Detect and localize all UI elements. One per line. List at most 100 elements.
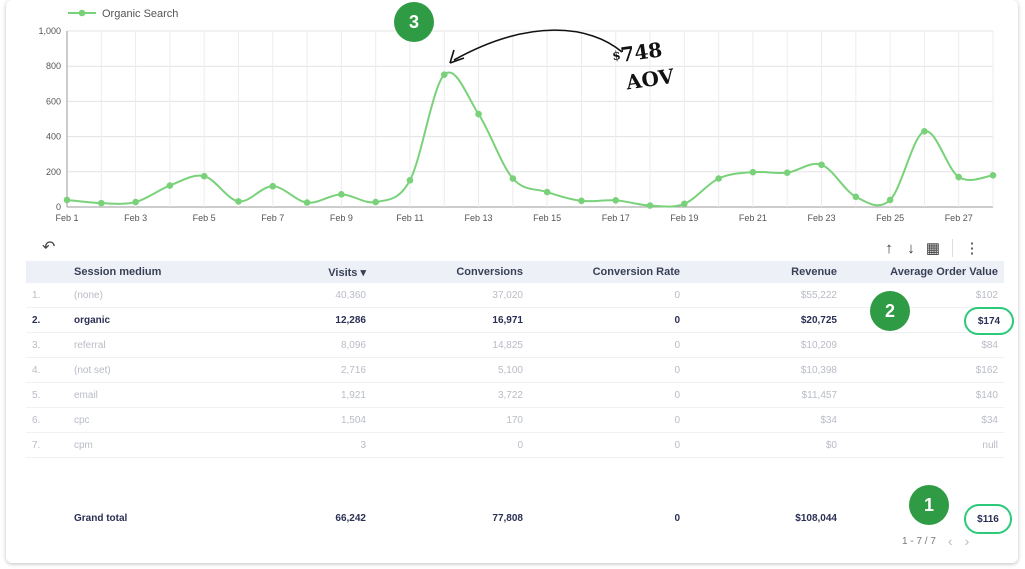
visits-cell: 3 (270, 432, 372, 458)
pagination: 1 - 7 / 7 ‹ › (902, 533, 969, 549)
series-line (66, 71, 994, 208)
highlighted-aov-organic: $174 (964, 307, 1014, 335)
session-medium-cell: (none) (68, 283, 270, 308)
x-tick-label: Feb 19 (670, 213, 698, 223)
conversions-cell: 16,971 (372, 307, 529, 333)
grand-total-visits: 66,242 (335, 512, 366, 524)
data-point (715, 175, 722, 182)
grand-total-conversions: 77,808 (492, 512, 523, 524)
table-row[interactable]: 2. organic 12,286 16,971 0 $20,725 (26, 307, 1004, 333)
previous-page-icon[interactable]: ‹ (947, 533, 953, 549)
x-tick-label: Feb 1 (55, 213, 78, 223)
data-point (338, 191, 345, 198)
grand-total-spacer (26, 507, 68, 529)
toolbar-divider (952, 239, 953, 257)
data-point (852, 193, 860, 201)
table-row[interactable]: 4. (not set) 2,716 5,100 0 $10,398 $162 (26, 357, 1004, 383)
next-page-icon[interactable]: › (964, 533, 970, 549)
x-tick-label: Feb 5 (193, 213, 216, 223)
row-index: 1. (26, 283, 68, 308)
visits-cell: 8,096 (270, 332, 372, 358)
aov-cell: $162 (843, 357, 1004, 383)
data-point (166, 182, 174, 189)
conversions-cell: 5,100 (372, 357, 529, 383)
table-row[interactable]: 1. (none) 40,360 37,020 0 $55,222 $102 (26, 283, 1004, 308)
data-point (440, 71, 448, 78)
x-tick-label: Feb 21 (739, 213, 767, 223)
table-row[interactable]: 7. cpm 3 0 0 $0 null (26, 432, 1004, 458)
data-point (406, 176, 414, 184)
x-tick-label: Feb 13 (465, 213, 493, 223)
column-header-session-medium[interactable]: Session medium (68, 261, 270, 283)
row-index: 2. (26, 307, 68, 333)
legend-marker (78, 9, 86, 17)
column-header-visits[interactable]: Visits ▾ (270, 261, 372, 283)
data-table: Session medium Visits ▾ Conversions Conv… (26, 261, 1004, 458)
data-point (235, 198, 242, 205)
data-point (578, 197, 585, 205)
column-header-revenue[interactable]: Revenue (686, 261, 843, 283)
y-tick-label: 400 (46, 132, 61, 142)
visits-cell: 12,286 (270, 307, 372, 333)
pagination-label: 1 - 7 / 7 (902, 535, 936, 547)
x-tick-label: Feb 25 (876, 213, 904, 223)
session-medium-cell: cpc (68, 407, 270, 433)
table-row[interactable]: 3. referral 8,096 14,825 0 $10,209 $84 (26, 332, 1004, 358)
data-point (818, 161, 825, 169)
column-header-conversions[interactable]: Conversions (372, 261, 529, 283)
column-header-conversion-rate[interactable]: Conversion Rate (529, 261, 686, 283)
sort-descending-icon[interactable]: ↓ (907, 239, 915, 257)
x-tick-label: Feb 23 (808, 213, 836, 223)
conversion-rate-cell: 0 (529, 407, 686, 433)
y-tick-label: 600 (46, 96, 61, 106)
table-header-row: Session medium Visits ▾ Conversions Conv… (26, 261, 1004, 283)
data-point (132, 198, 139, 206)
data-point (200, 172, 208, 180)
visits-cell: 2,716 (270, 357, 372, 383)
undo-icon[interactable]: ↶ (42, 239, 56, 256)
x-tick-label: Feb 3 (124, 213, 147, 223)
visits-cell: 40,360 (270, 283, 372, 308)
table-toolbar: ↑ ↓ ▦ ⋮ (878, 238, 983, 258)
conversions-cell: 3,722 (372, 382, 529, 408)
aov-cell: $84 (843, 332, 1004, 358)
data-point (783, 169, 791, 176)
data-point (921, 128, 928, 135)
revenue-cell: $10,209 (686, 332, 843, 358)
conversion-rate-cell: 0 (529, 432, 686, 458)
table-row[interactable]: 5. email 1,921 3,722 0 $11,457 $140 (26, 382, 1004, 408)
column-header-average-order-value[interactable]: Average Order Value (843, 261, 1004, 283)
x-tick-label: Feb 9 (330, 213, 353, 223)
session-medium-cell: (not set) (68, 357, 270, 383)
aov-cell: $140 (843, 382, 1004, 408)
index-header (26, 261, 68, 283)
row-index: 4. (26, 357, 68, 383)
row-index: 3. (26, 332, 68, 358)
visits-cell: 1,921 (270, 382, 372, 408)
legend-label: Organic Search (102, 8, 178, 20)
chart-icon[interactable]: ▦ (925, 240, 941, 257)
y-tick-label: 200 (46, 167, 61, 177)
conversion-rate-cell: 0 (529, 357, 686, 383)
x-tick-label: Feb 7 (261, 213, 284, 223)
data-point (681, 200, 688, 208)
more-options-icon[interactable]: ⋮ (964, 240, 980, 257)
data-point (303, 199, 311, 206)
session-medium-cell: email (68, 382, 270, 408)
conversions-cell: 170 (372, 407, 529, 433)
y-tick-label: 800 (46, 61, 61, 71)
grand-total-rate: 0 (674, 512, 680, 524)
x-tick-label: Feb 17 (602, 213, 630, 223)
data-point (372, 198, 379, 206)
grand-total-revenue: $108,044 (795, 512, 837, 524)
note-value: 748 (618, 37, 664, 67)
data-point (955, 173, 963, 181)
sort-ascending-icon[interactable]: ↑ (885, 239, 893, 257)
data-point (475, 110, 482, 118)
revenue-cell: $55,222 (686, 283, 843, 308)
conversions-cell: 37,020 (372, 283, 529, 308)
annotation-badge-1: 1 (909, 485, 949, 525)
revenue-cell: $11,457 (686, 382, 843, 408)
table-row[interactable]: 6. cpc 1,504 170 0 $34 $34 (26, 407, 1004, 433)
revenue-cell: $20,725 (686, 307, 843, 333)
